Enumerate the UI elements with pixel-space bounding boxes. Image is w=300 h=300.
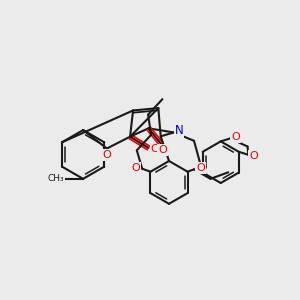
Text: N: N xyxy=(175,124,183,136)
Text: O: O xyxy=(151,144,159,154)
Text: O: O xyxy=(249,151,258,161)
Text: O: O xyxy=(231,132,240,142)
Text: O: O xyxy=(196,163,205,173)
Text: O: O xyxy=(131,163,140,173)
Text: O: O xyxy=(103,150,111,160)
Text: CH₃: CH₃ xyxy=(47,174,64,183)
Text: O: O xyxy=(158,145,167,155)
